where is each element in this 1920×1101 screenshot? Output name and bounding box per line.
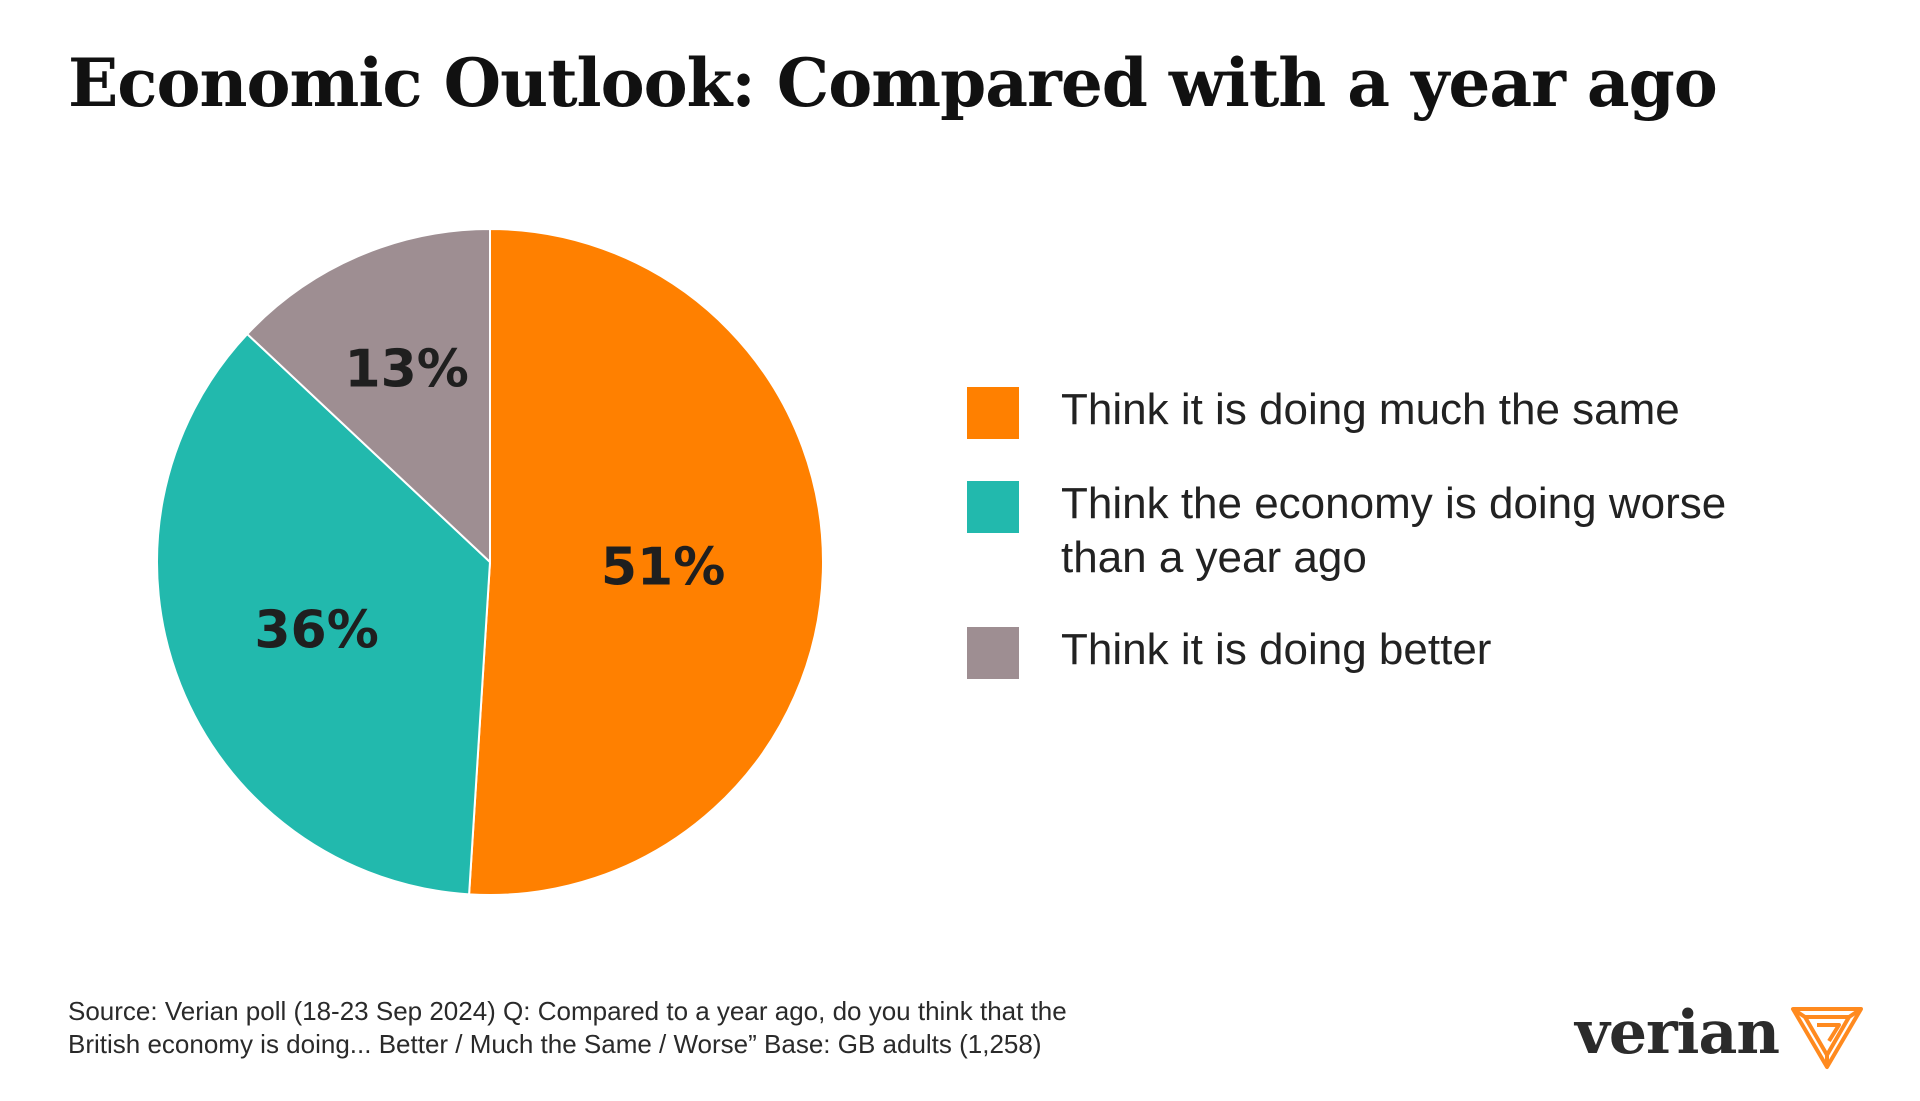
chart-legend: Think it is doing much the same Think th… [967, 383, 1867, 717]
source-line-1: Source: Verian poll (18-23 Sep 2024) Q: … [68, 996, 1067, 1026]
source-line-2: British economy is doing... Better / Muc… [68, 1029, 1042, 1059]
legend-item-better: Think it is doing better [967, 623, 1867, 679]
legend-label-same: Think it is doing much the same [1061, 385, 1680, 434]
legend-swatch-same [967, 387, 1019, 439]
pie-slice-better [245, 227, 491, 565]
legend-swatch-worse [967, 481, 1019, 533]
logo-text: verian [1575, 998, 1780, 1068]
pie-slice-same [468, 227, 824, 896]
verian-logo: verian [1575, 995, 1865, 1071]
slice-label-better: 13% [344, 339, 468, 399]
legend-swatch-better [967, 627, 1019, 679]
legend-label-better: Think it is doing better [1061, 625, 1492, 674]
legend-item-same: Think it is doing much the same [967, 383, 1867, 439]
slice-label-same: 51% [601, 537, 725, 597]
source-note: Source: Verian poll (18-23 Sep 2024) Q: … [68, 995, 1248, 1061]
chart-title: Economic Outlook: Compared with a year a… [68, 44, 1718, 122]
legend-label-worse: Think the economy is doing worse than a … [1061, 479, 1727, 582]
slice-label-worse: 36% [254, 601, 378, 661]
pie-slice-worse [156, 332, 492, 896]
legend-item-worse: Think the economy is doing worse than a … [967, 477, 1867, 585]
pie-chart: 51% 36% 13% [156, 227, 824, 896]
verian-triangle-icon [1790, 1007, 1863, 1069]
